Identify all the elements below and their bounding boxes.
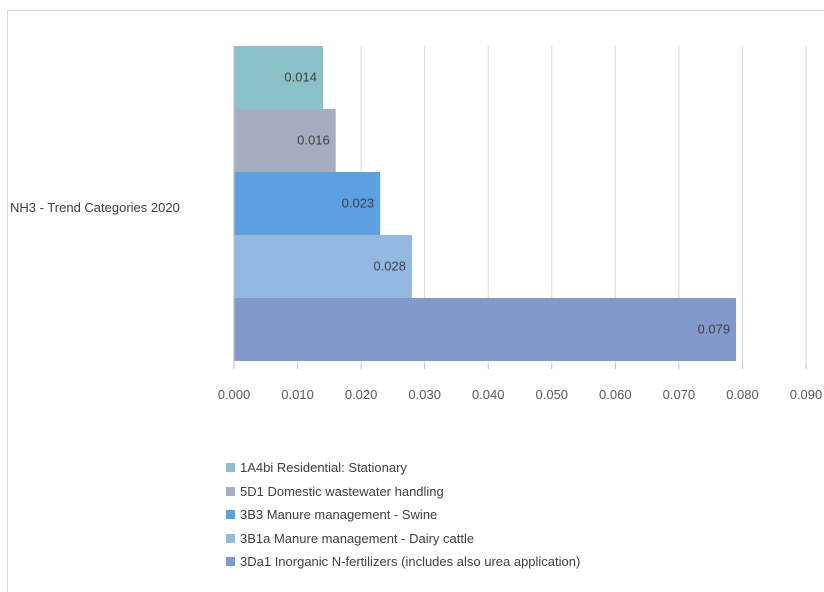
bar bbox=[234, 172, 381, 235]
x-tick-label: 0.050 bbox=[536, 387, 569, 402]
legend-swatch bbox=[226, 510, 235, 520]
legend-swatch bbox=[226, 463, 235, 473]
bar bbox=[234, 298, 737, 361]
data-label: 0.028 bbox=[373, 259, 406, 274]
x-tick-label: 0.040 bbox=[472, 387, 505, 402]
x-axis: 0.000 0.010 0.020 0.030 0.040 0.050 0.060 0.070… bbox=[218, 46, 823, 402]
bars: 0.014 0.016 0.023 0.028 0.079 bbox=[234, 46, 737, 361]
legend-label: 5D1 Domestic wastewater handling bbox=[240, 483, 444, 499]
legend-item: 3B3 Manure management - Swine bbox=[226, 503, 580, 527]
data-label: 0.014 bbox=[284, 70, 317, 85]
legend-swatch bbox=[226, 486, 235, 496]
bar bbox=[234, 235, 412, 298]
category-label: NH3 - Trend Categories 2020 bbox=[10, 200, 180, 215]
legend-item: 3B1a Manure management - Dairy cattle bbox=[226, 527, 580, 551]
bar bbox=[234, 109, 336, 172]
x-tick-label: 0.000 bbox=[218, 387, 251, 402]
legend-item: 1A4bi Residential: Stationary bbox=[226, 456, 580, 480]
legend-label: 3Da1 Inorganic N-fertilizers (includes a… bbox=[240, 554, 581, 570]
legend-swatch bbox=[226, 533, 235, 543]
chart-border bbox=[7, 10, 824, 592]
x-tick-label: 0.030 bbox=[408, 387, 441, 402]
legend-label: 3B3 Manure management - Swine bbox=[240, 507, 438, 523]
legend-swatch bbox=[226, 557, 235, 567]
legend-item: 3Da1 Inorganic N-fertilizers (includes a… bbox=[226, 550, 580, 574]
x-tick-label: 0.060 bbox=[599, 387, 632, 402]
x-tick-label: 0.080 bbox=[726, 387, 759, 402]
bar bbox=[234, 46, 323, 109]
data-label: 0.079 bbox=[698, 322, 731, 337]
x-tick-label: 0.090 bbox=[790, 387, 823, 402]
x-tick-label: 0.010 bbox=[281, 387, 314, 402]
data-label: 0.023 bbox=[342, 196, 375, 211]
data-label: 0.016 bbox=[297, 133, 330, 148]
legend-label: 3B1a Manure management - Dairy cattle bbox=[240, 530, 475, 546]
legend-label: 1A4bi Residential: Stationary bbox=[240, 460, 407, 476]
x-tick-label: 0.020 bbox=[345, 387, 378, 402]
x-tick-label: 0.070 bbox=[663, 387, 696, 402]
legend: 1A4bi Residential: Stationary 5D1 Domesti… bbox=[226, 456, 580, 574]
legend-item: 5D1 Domestic wastewater handling bbox=[226, 480, 580, 504]
